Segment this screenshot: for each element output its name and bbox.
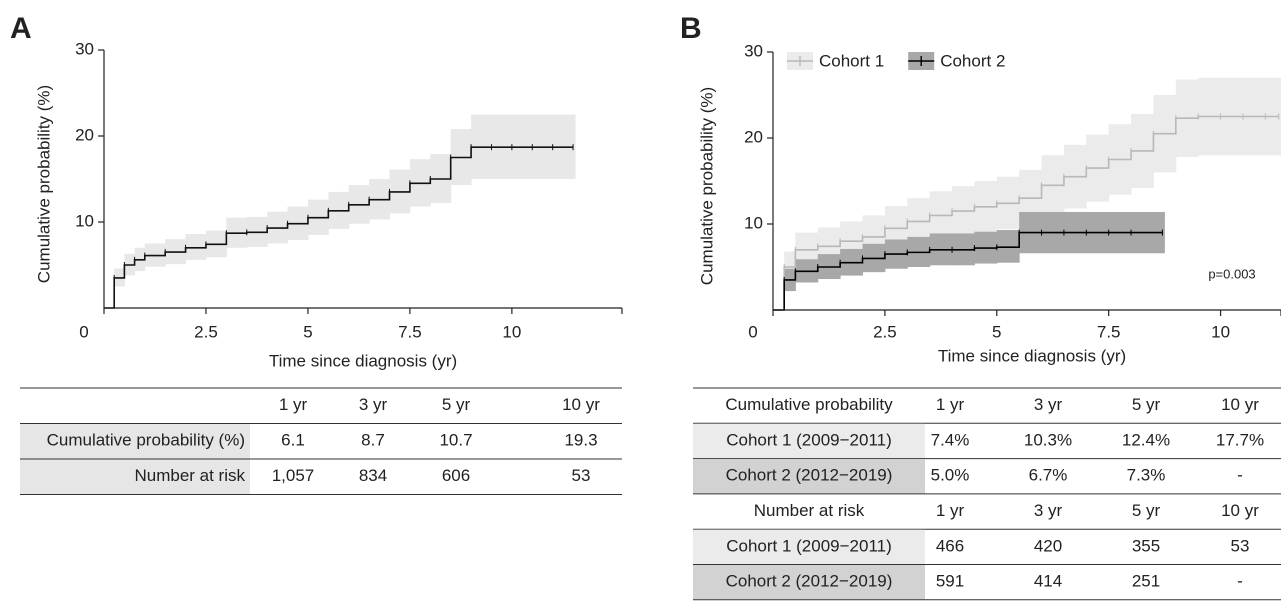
table-column-header: 1 yr [936, 395, 965, 414]
table-cell: - [1237, 466, 1243, 485]
table-cell: 5.0% [931, 466, 970, 485]
table-cell: 414 [1034, 572, 1062, 591]
table-column-header: 5 yr [1132, 395, 1161, 414]
panel-label: A [10, 12, 32, 45]
table-section-title: Number at risk [754, 501, 865, 520]
table-cell: 1,057 [272, 466, 315, 485]
table-row-label: Cohort 1 (2009−2011) [726, 430, 892, 449]
table-cell: 355 [1132, 536, 1160, 555]
table-row-label: Number at risk [134, 466, 245, 485]
table-row-label: Cohort 2 (2012−2019) [726, 466, 893, 485]
y-tick-label: 30 [744, 41, 763, 60]
table-column-header: 1 yr [936, 501, 965, 520]
table-cell: 8.7 [361, 431, 385, 450]
table-label-cell [693, 565, 925, 600]
table-column-header: 1 yr [279, 395, 308, 414]
cumulative-curve [773, 231, 1163, 311]
y-tick-label: 20 [75, 125, 94, 144]
table-column-header: 10 yr [1221, 501, 1259, 520]
y-axis-title: Cumulative probability (%) [697, 87, 716, 285]
y-tick-label: 10 [75, 211, 94, 230]
x-tick-label: 2.5 [194, 322, 218, 341]
table-cell: 10.7 [439, 431, 472, 450]
table-label-cell [693, 459, 925, 494]
table-cell: 7.3% [1127, 466, 1166, 485]
y-tick-label: 20 [744, 127, 763, 146]
legend-label: Cohort 1 [819, 51, 884, 70]
x-tick-label: 0 [79, 322, 88, 341]
table-label-cell [693, 529, 925, 564]
table-cell: 834 [359, 466, 387, 485]
table-cell: 7.4% [931, 430, 970, 449]
x-axis-title: Time since diagnosis (yr) [938, 346, 1126, 365]
table-cell: 606 [442, 466, 470, 485]
table-section-title: Cumulative probability [725, 395, 893, 414]
x-tick-label: 7.5 [1097, 322, 1121, 341]
table-column-header: 10 yr [562, 395, 600, 414]
table-label-cell [20, 459, 250, 494]
table-cell: 466 [936, 536, 964, 555]
p-value: p=0.003 [1208, 266, 1255, 281]
table-cell: 420 [1034, 536, 1062, 555]
table-cell: 19.3 [564, 431, 597, 450]
confidence-band [1162, 211, 1165, 254]
table-cell: 53 [1231, 536, 1250, 555]
x-tick-label: 10 [1211, 322, 1230, 341]
table-label-cell [20, 424, 250, 459]
x-tick-label: 10 [502, 322, 521, 341]
table-cell: 251 [1132, 572, 1160, 591]
table-cell: 12.4% [1122, 430, 1170, 449]
table-cell: 6.7% [1029, 466, 1068, 485]
table-column-header: 3 yr [1034, 395, 1063, 414]
confidence-band [996, 230, 1020, 263]
x-tick-label: 5 [992, 322, 1001, 341]
confidence-band [185, 234, 207, 260]
y-axis-title: Cumulative probability (%) [34, 85, 53, 283]
table-label-cell [693, 423, 925, 459]
confidence-band [573, 114, 576, 179]
x-tick-label: 0 [748, 322, 757, 341]
x-tick-label: 7.5 [398, 322, 422, 341]
table-cell: 17.7% [1216, 430, 1264, 449]
table-cell: 591 [936, 572, 964, 591]
table-cell: 6.1 [281, 431, 305, 450]
x-tick-label: 5 [303, 322, 312, 341]
table-column-header: 5 yr [442, 395, 471, 414]
x-tick-label: 2.5 [873, 322, 897, 341]
table-row-label: Cohort 1 (2009−2011) [726, 536, 892, 555]
table-cell: - [1237, 572, 1243, 591]
x-axis-title: Time since diagnosis (yr) [269, 351, 457, 370]
table-column-header: 10 yr [1221, 395, 1259, 414]
table-row-label: Cohort 2 (2012−2019) [726, 572, 893, 591]
legend-label: Cohort 2 [940, 51, 1005, 70]
panel-label: B [680, 12, 702, 45]
table-column-header: 3 yr [359, 395, 388, 414]
confidence-band [1278, 77, 1281, 156]
table-column-header: 5 yr [1132, 501, 1161, 520]
table-column-header: 3 yr [1034, 501, 1063, 520]
table-cell: 10.3% [1024, 430, 1072, 449]
table-row-label: Cumulative probability (%) [47, 431, 245, 450]
table-cell: 53 [572, 466, 591, 485]
y-tick-label: 30 [75, 39, 94, 58]
y-tick-label: 10 [744, 213, 763, 232]
